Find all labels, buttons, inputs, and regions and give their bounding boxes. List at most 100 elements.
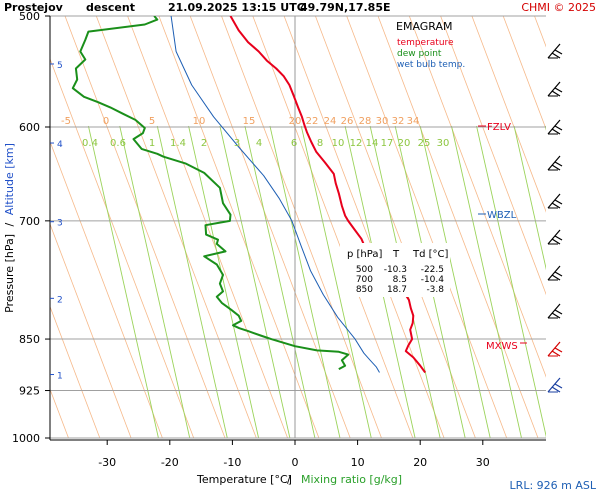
wind-barb-feather <box>554 235 563 241</box>
wind-barb <box>547 193 563 209</box>
wind-barb-feather <box>554 125 563 131</box>
mixing-ratio-line <box>188 125 260 438</box>
temperature-tick-label: 0 <box>292 456 299 469</box>
mixing-ratio-label: 1.4 <box>170 138 186 149</box>
fzlv-label: FZLV <box>487 122 511 133</box>
profile-wet-bulb-temp <box>170 16 380 373</box>
temperature-tick-label: 20 <box>413 456 427 469</box>
isotherm-label: 0 <box>103 116 109 127</box>
wind-barb <box>547 155 563 171</box>
isotherm-label: 34 <box>407 116 420 127</box>
mixing-ratio-label: 0.4 <box>82 138 98 149</box>
header-datetime: 21.09.2025 13:15 UTC <box>168 1 305 14</box>
mixing-ratio-label: 8 <box>317 138 323 149</box>
isotherm-line <box>64 16 226 438</box>
mxws-label: MXWS <box>486 341 518 352</box>
mixing-ratio-label: 30 <box>437 138 450 149</box>
lrl-label: LRL: 926 m ASL <box>510 479 597 492</box>
isotherm-line <box>50 57 195 438</box>
mixing-ratio-line <box>219 125 291 438</box>
wind-barb-staff <box>547 155 561 171</box>
wind-barb-feather <box>551 202 561 209</box>
isotherm-line <box>158 16 320 438</box>
isotherm-line <box>283 16 445 438</box>
pressure-tick-label: 500 <box>19 10 40 23</box>
table-cell: -10.3 <box>384 265 407 275</box>
wind-barb-staff <box>547 229 561 245</box>
wind-barb <box>547 303 563 319</box>
wind-barb-feather <box>554 347 563 353</box>
isotherm-label: 32 <box>392 116 405 127</box>
isotherm-line <box>440 16 546 296</box>
pressure-tick-label: 925 <box>19 385 40 398</box>
wind-barb <box>547 265 563 281</box>
pressure-tick-label: 1000 <box>12 432 40 445</box>
table-cell: 18.7 <box>387 285 407 295</box>
temperature-tick-label: -20 <box>161 456 179 469</box>
temperature-tick-label: 30 <box>476 456 490 469</box>
isotherm-line <box>408 16 546 378</box>
table-cell: -10.4 <box>421 275 445 285</box>
wind-barb <box>547 341 563 357</box>
isotherm-line <box>315 16 476 438</box>
mixing-ratio-line <box>87 125 159 438</box>
mixing-ratio-label: 17 <box>381 138 394 149</box>
wind-barb <box>547 229 563 245</box>
wind-barb-feather <box>551 90 561 97</box>
mixing-ratio-line <box>269 125 341 438</box>
header-phase: descent <box>86 1 135 14</box>
pressure-gridlines <box>50 15 546 439</box>
pressure-tick-label: 700 <box>19 215 40 228</box>
isotherm-line <box>566 16 600 438</box>
isotherm-line <box>50 305 101 438</box>
isotherm-line <box>534 16 546 48</box>
table-cell: -3.8 <box>426 285 444 295</box>
header-station: Prostejov <box>4 1 64 14</box>
mixing-ratio-line <box>513 125 546 271</box>
isotherm-label: 20 <box>289 116 302 127</box>
wind-barb-staff <box>547 341 561 357</box>
wind-barb <box>547 43 563 59</box>
mxws-marker: MXWS <box>486 341 527 352</box>
wind-barb-staff <box>547 377 561 393</box>
wind-barb-feather <box>551 312 561 319</box>
svg-text:Pressure [hPa] / A: Pressure [hPa] / Altitude [km] <box>3 143 16 313</box>
mixing-ratio-label: 6 <box>291 138 297 149</box>
mixing-ratio-label: 25 <box>418 138 431 149</box>
mixing-ratio-line <box>419 125 491 438</box>
temperature-tick-label: -10 <box>223 456 241 469</box>
isotherm-line <box>95 16 257 438</box>
isotherm-labels: -5 0 5 10 15 20 22 24 26 28 30 32 34 <box>61 116 419 127</box>
isotherm-label: 10 <box>193 116 206 127</box>
wind-barb-feather <box>554 199 563 205</box>
mixing-ratio-labels: 0.4 0.6 1 1.4 2 3 4 6 8 10 12 14 17 20 25 30 <box>82 138 449 149</box>
isotherm-line <box>127 16 288 438</box>
altitude-tick-label: 1 <box>57 372 63 382</box>
mixing-ratio-label: 10 <box>332 138 345 149</box>
wind-barb-feather <box>554 383 563 389</box>
isotherm-line <box>50 222 132 438</box>
header-coords: 49.79N,17.85E <box>300 1 391 14</box>
profiles-group <box>71 16 427 374</box>
altitude-tick-label: 4 <box>57 140 63 150</box>
table-cell: 8.5 <box>393 275 407 285</box>
wind-barb <box>547 81 563 97</box>
mixing-ratio-label: 20 <box>398 138 411 149</box>
table-header-td: Td [°C] <box>412 249 449 260</box>
isotherm-label: 30 <box>376 116 389 127</box>
mixing-ratio-label: 0.6 <box>110 138 126 149</box>
wind-barb-feather <box>551 128 561 135</box>
isotherm-line <box>471 16 546 213</box>
pressure-ticks: 500 600 700 850 925 1000 <box>12 10 50 445</box>
wind-barb-feather <box>551 350 561 357</box>
wind-barb-staff <box>547 303 561 319</box>
wind-barb-staff <box>547 81 561 97</box>
legend-temperature: temperature <box>397 38 454 48</box>
profile-dew-point <box>71 16 350 370</box>
mixing-ratio-label: 14 <box>366 138 379 149</box>
pressure-tick-label: 850 <box>19 333 40 346</box>
mixing-ratio-label: 4 <box>256 138 262 149</box>
isotherm-line <box>189 16 351 438</box>
mixing-ratio-label: 3 <box>234 138 240 149</box>
table-cell: 500 <box>356 265 373 275</box>
